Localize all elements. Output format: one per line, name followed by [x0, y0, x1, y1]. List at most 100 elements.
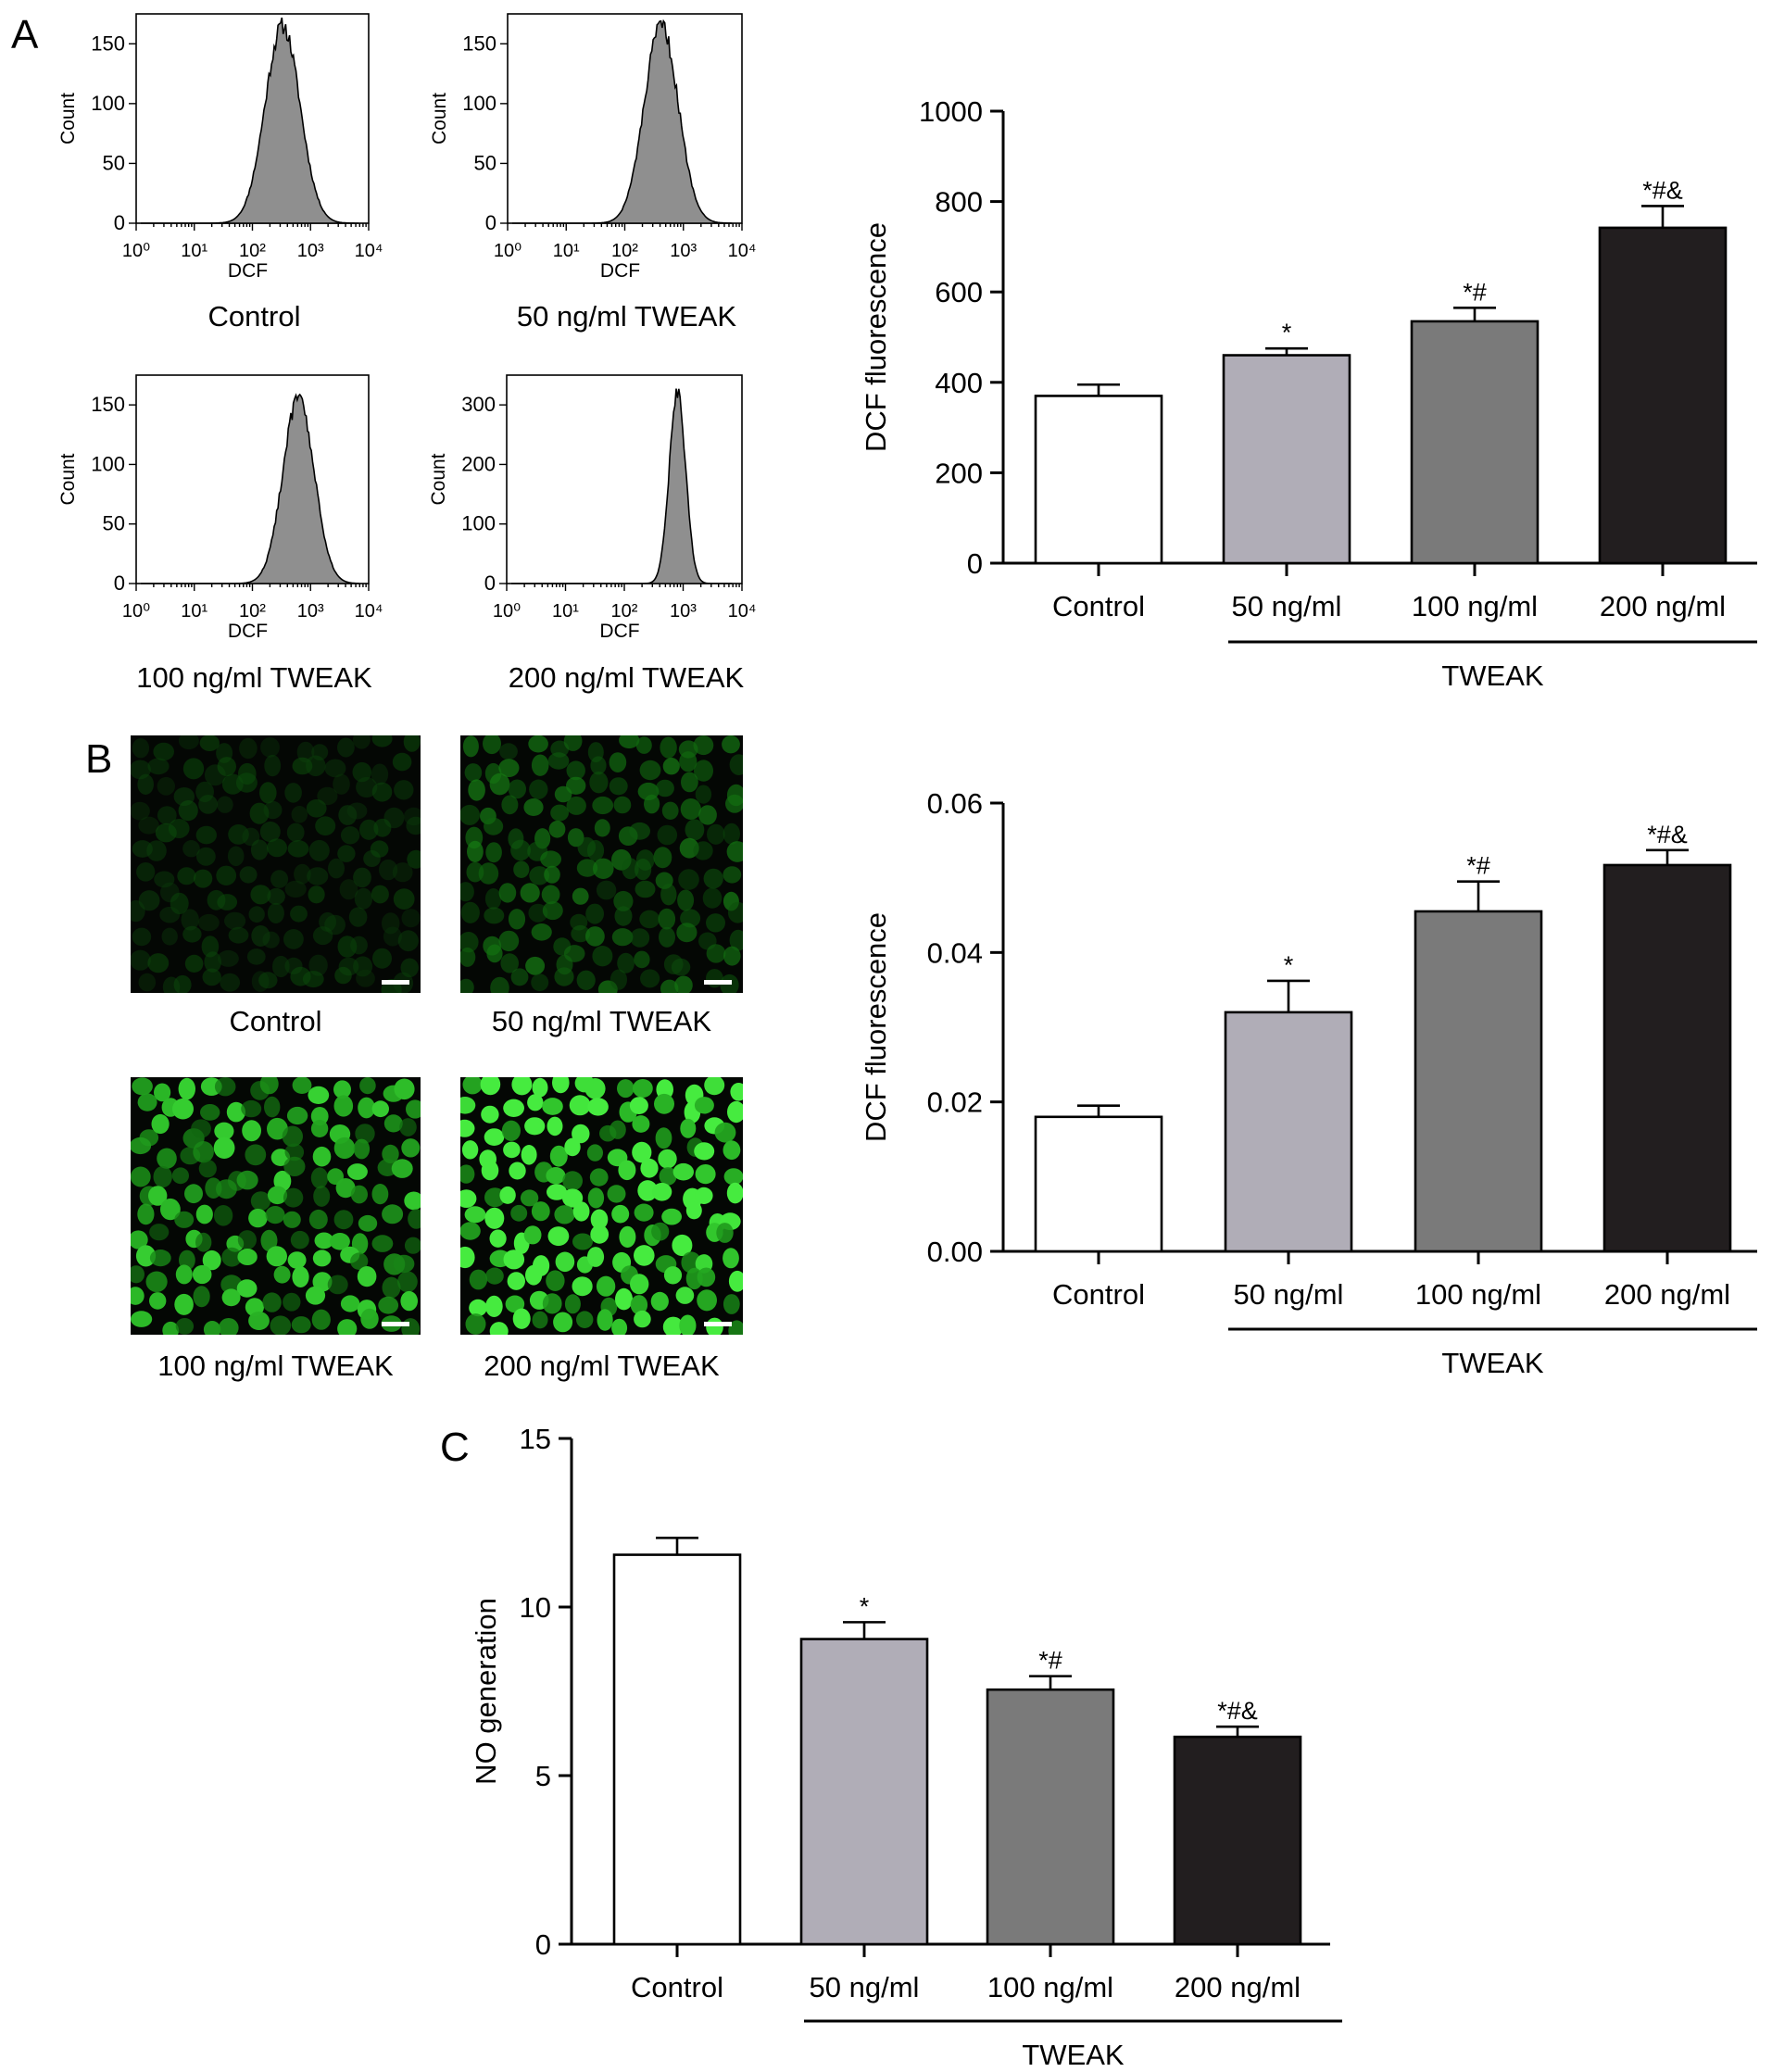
cell	[640, 1158, 659, 1178]
cell	[584, 1078, 606, 1099]
cell	[630, 1274, 649, 1295]
cell	[485, 1267, 504, 1285]
cell	[465, 1313, 486, 1335]
x-tick-label: 10⁴	[728, 601, 757, 622]
y-tick-label: 5	[535, 1760, 551, 1792]
cell	[260, 737, 280, 758]
cell	[312, 1146, 332, 1167]
cell	[404, 1191, 421, 1211]
cell	[157, 776, 175, 796]
cell	[216, 1179, 237, 1199]
cell	[334, 966, 352, 985]
cell	[524, 1117, 546, 1136]
cell	[720, 973, 739, 993]
bar	[1173, 1735, 1302, 1946]
cell	[175, 1264, 193, 1285]
cell	[706, 1317, 723, 1335]
cell	[511, 1077, 533, 1096]
cell	[460, 947, 476, 967]
cell	[680, 1118, 697, 1138]
cell	[266, 1246, 287, 1267]
histogram-caption: Control	[208, 300, 301, 333]
cell	[498, 883, 517, 903]
y-tick-label: 0	[535, 1928, 551, 1961]
cell	[611, 1318, 628, 1335]
cell	[590, 1209, 609, 1230]
micrograph-cells	[131, 1077, 421, 1335]
cell	[566, 776, 586, 795]
cell	[338, 805, 358, 825]
bar	[1598, 226, 1728, 565]
cell	[508, 909, 526, 930]
cell	[220, 973, 241, 992]
cell	[587, 1187, 605, 1209]
x-tick-label: 10²	[611, 601, 638, 622]
cell	[542, 901, 563, 921]
cell	[634, 950, 650, 969]
cell	[484, 817, 504, 835]
cell	[184, 1184, 203, 1204]
cell	[171, 1167, 189, 1185]
cell	[394, 1078, 415, 1100]
cell	[562, 1171, 583, 1191]
cell	[310, 1107, 329, 1126]
cell	[330, 1233, 350, 1250]
cell	[355, 1124, 375, 1144]
cell	[637, 1180, 658, 1201]
cell	[381, 912, 400, 935]
cell	[554, 967, 574, 986]
cell	[260, 1229, 278, 1252]
x-axis-label: DCF	[228, 621, 268, 642]
cell	[523, 798, 544, 816]
cell	[723, 1294, 740, 1314]
cell	[468, 779, 485, 801]
cell	[635, 736, 652, 754]
cell	[697, 1267, 716, 1287]
cell	[237, 1230, 257, 1250]
cell	[273, 1265, 291, 1284]
y-tick-label: 200	[461, 452, 496, 475]
cell	[236, 1170, 258, 1190]
cell	[202, 968, 221, 986]
cell	[726, 1182, 743, 1204]
cell	[335, 1178, 356, 1199]
cell	[147, 758, 170, 775]
cell	[587, 1098, 609, 1116]
significance-annotation: *#	[1463, 278, 1487, 306]
cell	[572, 1124, 590, 1144]
cell	[572, 1233, 593, 1250]
cell	[469, 1269, 488, 1290]
cell	[216, 865, 237, 885]
cell	[462, 1077, 483, 1095]
cell	[693, 841, 713, 860]
cell	[675, 1287, 695, 1304]
cell	[178, 735, 199, 750]
cell	[308, 954, 328, 976]
cell	[172, 1098, 194, 1120]
cell	[460, 901, 480, 923]
cell	[589, 1168, 609, 1187]
cell	[655, 1127, 672, 1149]
cell	[137, 1203, 155, 1225]
cell	[531, 1201, 550, 1222]
cell	[510, 839, 531, 861]
cell	[138, 890, 160, 911]
cell	[460, 1119, 475, 1137]
cell	[478, 862, 499, 885]
cell	[590, 756, 607, 775]
cell	[157, 806, 177, 825]
cell	[217, 796, 233, 813]
cell	[267, 1186, 288, 1205]
cell	[348, 907, 368, 927]
cell	[354, 887, 373, 910]
y-tick-label: 1000	[919, 95, 983, 128]
cell	[617, 1079, 635, 1099]
cell	[729, 929, 743, 951]
cell	[408, 1209, 421, 1229]
cell	[294, 863, 311, 885]
cell	[337, 845, 356, 862]
cell	[508, 779, 526, 799]
cell	[235, 772, 258, 793]
cell	[327, 1275, 348, 1295]
